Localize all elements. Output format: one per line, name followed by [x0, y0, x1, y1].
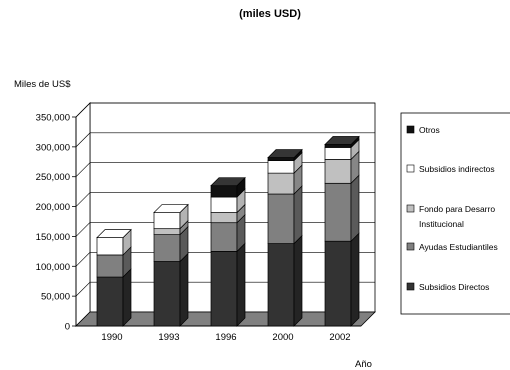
bar-1990-ayudas-estudiantiles: [96, 254, 124, 278]
legend-label-subsidios-indirectos: Subsidios indirectos: [419, 164, 495, 174]
y-tick-label: 200,000: [36, 202, 70, 213]
bar-top-1993: [153, 204, 189, 213]
bar-top-2002: [324, 136, 360, 145]
y-tick-label: 250,000: [36, 172, 70, 183]
bar-side-2002-subsidios-directos: [350, 232, 360, 327]
bar-2000-otros: [267, 157, 295, 161]
bar-2002-fondo-para-desarrollo-institucional: [324, 159, 352, 184]
legend-box: [400, 112, 510, 315]
y-axis-label: Miles de US$: [14, 79, 71, 90]
legend-label-ayudas-estudiantiles: Ayudas Estudiantiles: [419, 242, 498, 252]
legend-swatch-fondo-desarrollo: [406, 204, 415, 213]
bar-1996-subsidios-indirectos: [210, 196, 238, 213]
x-tick-label: 1993: [158, 332, 179, 343]
y-tick-label: 100,000: [36, 262, 70, 273]
bar-2002-subsidios-directos: [324, 240, 352, 327]
bar-top-1996: [210, 177, 246, 187]
gridline: [75, 132, 375, 148]
legend-swatch-otros: [406, 125, 415, 134]
legend-swatch-subsidios-indirectos: [406, 164, 415, 173]
legend-label-subsidios-directos: Subsidios Directos: [419, 282, 489, 292]
side-wall: [75, 102, 91, 327]
legend: Otros Subsidios indirectos Fondo para De…: [400, 112, 510, 315]
bar-1996-otros: [210, 185, 238, 198]
bar-side-1993-subsidios-directos: [179, 252, 189, 327]
y-tick-label: 50,000: [41, 292, 70, 303]
bar-1993-subsidios-indirectos: [153, 212, 181, 230]
bar-1996-fondo-para-desarrollo-institucional: [210, 212, 238, 224]
y-tick-label: 0: [65, 322, 70, 333]
bar-side-2000-ayudas-estudiantiles: [293, 185, 303, 245]
bars: [96, 135, 360, 327]
bar-top-1990: [96, 229, 132, 238]
bar-side-1990-subsidios-directos: [122, 268, 132, 327]
y-tick-label: 350,000: [36, 113, 70, 124]
legend-label-fondo-desarrollo-line2: Institucional: [419, 219, 464, 229]
bar-2000-subsidios-directos: [267, 243, 295, 327]
bar-2000-subsidios-indirectos: [267, 160, 295, 174]
bar-2002-subsidios-indirectos: [324, 147, 352, 160]
legend-swatch-ayudas-estudiantiles: [406, 242, 415, 251]
bar-1990-subsidios-directos: [96, 276, 124, 327]
y-tick-label: 300,000: [36, 142, 70, 153]
bar-1996-ayudas-estudiantiles: [210, 222, 238, 252]
legend-swatch-subsidios-directos: [406, 282, 415, 291]
x-tick-labels: 1990 1993 1996 2000 2002: [101, 332, 350, 343]
bar-side-2002-ayudas-estudiantiles: [350, 174, 360, 243]
bar-2002-otros: [324, 144, 352, 148]
x-axis-label: Año: [355, 359, 372, 370]
bar-1996-subsidios-directos: [210, 251, 238, 327]
chart-title: (miles USD): [239, 8, 301, 20]
bar-top-2000: [267, 149, 303, 158]
x-tick-label: 2000: [272, 332, 293, 343]
bar-1990-subsidios-indirectos: [96, 237, 124, 256]
y-tick-labels: 0 50,000 100,000 150,000 200,000 250,000 300,0…: [36, 113, 70, 333]
bar-1993-subsidios-directos: [153, 261, 181, 327]
bar-side-2000-subsidios-directos: [293, 234, 303, 327]
bar-1993-fondo-para-desarrollo-institucional: [153, 228, 181, 235]
bar-2002-ayudas-estudiantiles: [324, 182, 352, 242]
bar-1993-ayudas-estudiantiles: [153, 234, 181, 262]
x-tick-label: 1990: [101, 332, 122, 343]
bar-side-1996-subsidios-directos: [236, 242, 246, 327]
gridline: [75, 102, 375, 118]
x-tick-label: 1996: [215, 332, 236, 343]
x-tick-label: 2002: [329, 332, 350, 343]
y-tick-label: 150,000: [36, 232, 70, 243]
bar-2000-ayudas-estudiantiles: [267, 193, 295, 244]
bar-2000-fondo-para-desarrollo-institucional: [267, 172, 295, 195]
legend-label-otros: Otros: [419, 125, 440, 135]
legend-label-fondo-desarrollo: Fondo para Desarro: [419, 204, 495, 214]
